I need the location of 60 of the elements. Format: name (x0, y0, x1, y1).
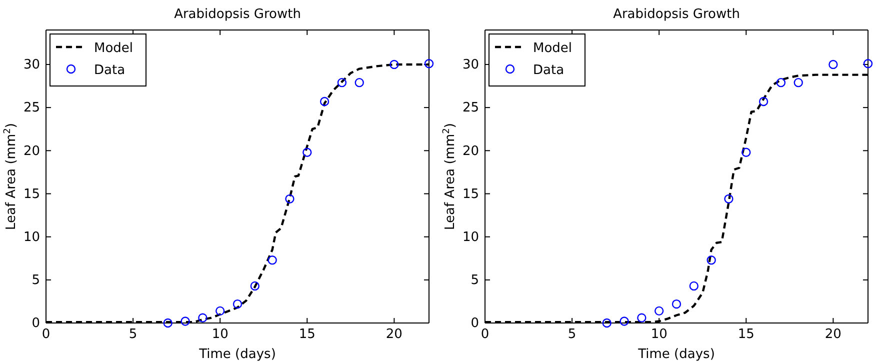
point (637, 313, 646, 322)
x-tick-label: 10 (212, 327, 228, 342)
y-tick-label: 20 (462, 144, 479, 159)
point (354, 78, 364, 88)
point (863, 59, 873, 68)
point (337, 78, 347, 88)
x-tick-label: 5 (128, 327, 138, 342)
y-tick-label: 15 (462, 186, 479, 202)
y-tick-label: 15 (23, 186, 40, 202)
point (302, 148, 312, 157)
point (602, 318, 612, 328)
x-tick-label: 15 (298, 327, 316, 342)
point (742, 148, 751, 157)
point (320, 96, 330, 106)
point (198, 313, 208, 322)
legend-label: Data (533, 63, 564, 78)
point (180, 316, 190, 326)
point (672, 299, 682, 309)
point (620, 316, 629, 326)
point (163, 318, 172, 328)
x-axis-title: Time (days) (198, 347, 276, 362)
x-tick-label: 0 (480, 327, 490, 342)
y-tick-label: 10 (462, 230, 479, 245)
legend-label: Model (533, 41, 572, 56)
x-axis-title: Time (days) (637, 347, 715, 362)
point (776, 78, 786, 88)
legend-label: Model (94, 41, 134, 56)
x-tick-label: 15 (738, 327, 754, 342)
legend-label: Data (94, 63, 126, 78)
point (689, 281, 698, 291)
point (706, 256, 716, 265)
point (268, 256, 277, 265)
point (216, 306, 225, 316)
point (794, 78, 803, 88)
y-tick-label: 20 (23, 144, 40, 159)
y-tick-label: 10 (23, 230, 40, 245)
x-tick-label: 20 (386, 327, 402, 342)
x-tick-label: 0 (42, 327, 50, 342)
point (654, 306, 664, 316)
y-tick-label: 25 (462, 100, 479, 116)
y-tick-label: 5 (470, 273, 479, 288)
y-tick-label: 30 (462, 58, 479, 73)
x-tick-label: 5 (568, 327, 576, 342)
point (424, 59, 434, 68)
point (285, 194, 294, 204)
chart-title: Arabidopsis Growth (174, 7, 301, 22)
y-tick-label: 30 (23, 58, 40, 73)
y-tick-label: 0 (32, 316, 40, 332)
point (390, 60, 399, 70)
chart-title: Arabidopsis Growth (613, 7, 740, 22)
x-tick-label: 10 (650, 327, 668, 342)
point (250, 281, 260, 291)
point (724, 194, 734, 204)
point (828, 60, 838, 70)
y-tick-label: 5 (32, 273, 40, 288)
x-tick-label: 20 (824, 327, 842, 342)
y-tick-label: 0 (470, 316, 479, 332)
point (758, 96, 768, 106)
y-tick-label: 25 (23, 100, 40, 116)
point (232, 299, 242, 309)
